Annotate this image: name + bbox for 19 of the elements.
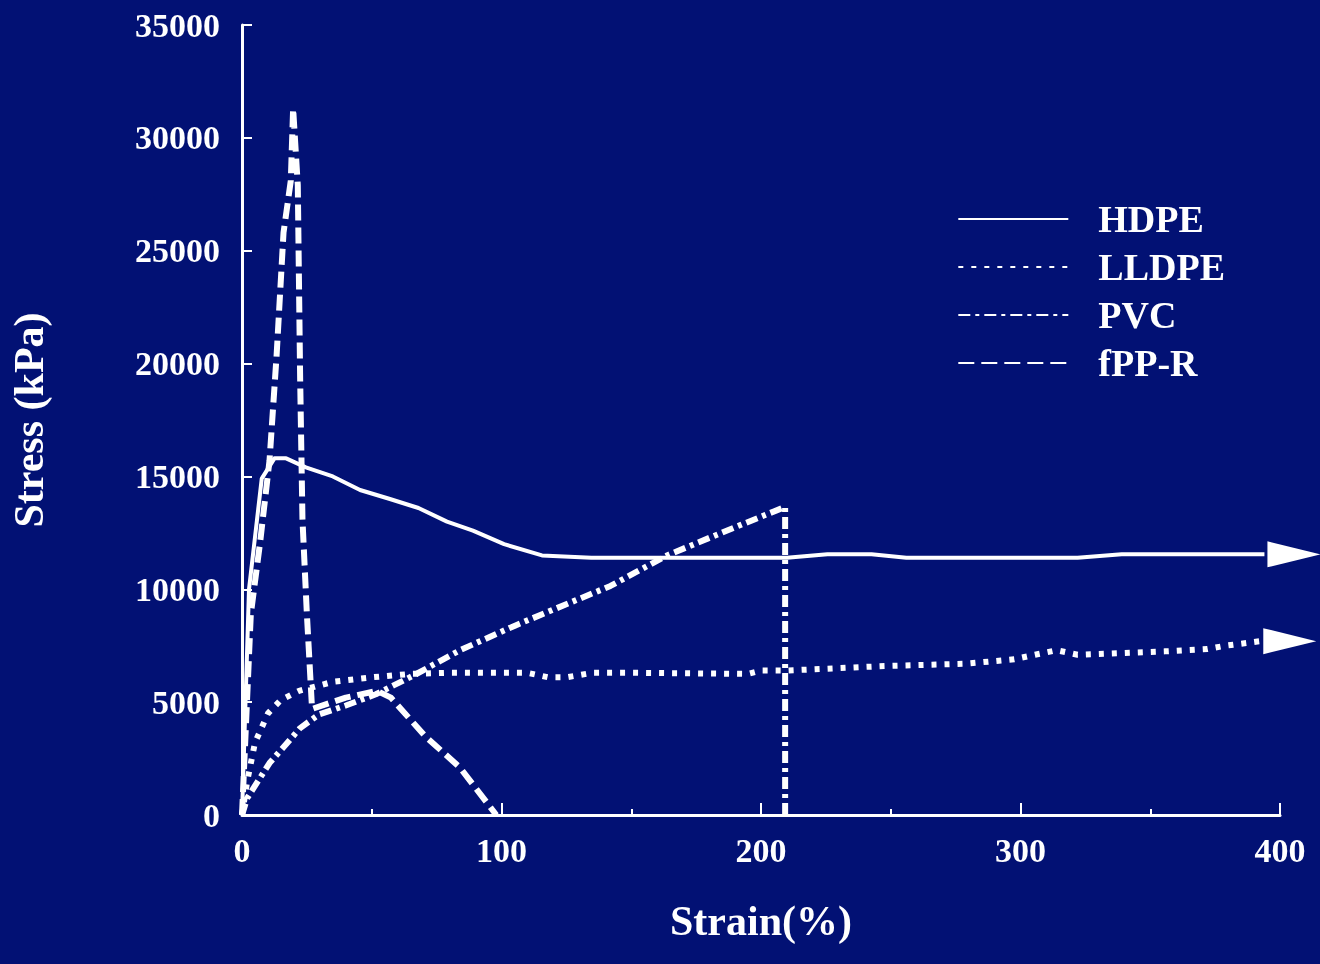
x-tick-label: 400	[1254, 831, 1306, 869]
y-tick-label: 25000	[135, 232, 220, 270]
x-tick-label: 300	[995, 831, 1046, 869]
y-tick-label: 35000	[135, 6, 220, 44]
x-axis-title: Strain(%)	[670, 898, 852, 945]
y-tick-label: 0	[203, 796, 220, 834]
y-tick-label: 15000	[135, 457, 220, 495]
y-tick-label: 5000	[152, 683, 220, 721]
legend-label: PVC	[1098, 294, 1177, 336]
y-tick-label: 10000	[135, 570, 220, 608]
y-tick-label: 30000	[135, 119, 220, 157]
legend-label: LLDPE	[1098, 246, 1226, 288]
legend-label: HDPE	[1098, 198, 1204, 240]
x-tick-label: 200	[735, 831, 787, 869]
x-tick-label: 0	[233, 831, 251, 869]
y-tick-label: 20000	[135, 345, 220, 383]
legend-label: fPP-R	[1098, 342, 1199, 384]
x-tick-label: 100	[476, 831, 527, 869]
y-axis-title: Stress (kPa)	[6, 312, 53, 528]
